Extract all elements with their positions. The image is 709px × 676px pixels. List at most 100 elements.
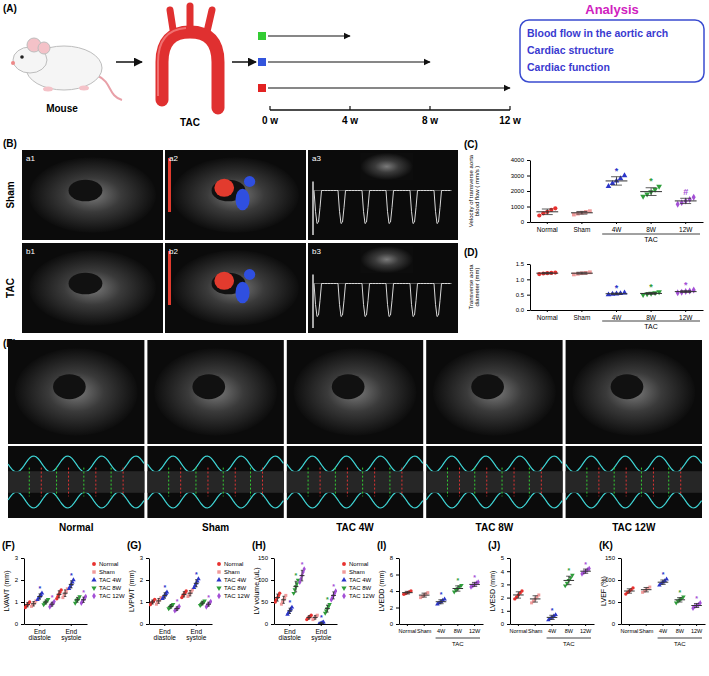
y-axis-title-line: LVESD (mm) — [489, 571, 497, 612]
timeline-label: 0 w — [262, 115, 278, 126]
x-tick-mark — [457, 624, 458, 626]
x-tick-label: 8W — [565, 628, 574, 634]
x-tick-mark — [289, 624, 290, 626]
legend-label: TAC 8W — [349, 585, 372, 591]
annotations: **** — [163, 571, 210, 606]
error-cap — [207, 606, 209, 607]
data-point — [50, 601, 53, 607]
x-tick-label-line: diastole — [279, 634, 302, 641]
image-caliper — [502, 468, 503, 497]
error-cap — [542, 272, 553, 273]
y-axis-line — [24, 559, 25, 625]
data-point — [692, 287, 696, 294]
x-axis: NormalSham4W8W12W — [531, 222, 704, 233]
y-tick: 0.0 — [516, 307, 530, 313]
legend-label: TAC 4W — [349, 577, 372, 583]
y-tick-mark — [507, 624, 510, 625]
image-colorbar — [168, 251, 171, 305]
group-bracket — [658, 638, 702, 639]
y-tick-label: 3 — [15, 555, 19, 561]
image-bg — [8, 446, 144, 518]
error-cap — [70, 580, 72, 581]
y-axis-line — [530, 161, 531, 223]
error-cap — [549, 619, 554, 620]
significance-label: * — [473, 574, 476, 581]
significance-label: * — [326, 596, 329, 603]
y-tick-mark — [271, 602, 274, 603]
y-axis-title-line: LVEF (%) — [600, 576, 608, 606]
y-tick-label: 1 — [501, 608, 505, 614]
y-tick-label: 4000 — [511, 157, 525, 163]
error-cap — [157, 598, 159, 599]
data-point — [310, 614, 313, 617]
image-lumen — [471, 374, 504, 399]
image-caliper — [486, 468, 487, 497]
image-flow — [244, 269, 255, 280]
image-bg — [165, 243, 306, 333]
error-cap — [611, 294, 622, 295]
x-tick-label: 8W — [646, 314, 657, 321]
x-tick-mark — [685, 310, 686, 312]
image-flow — [244, 176, 255, 187]
data-point — [153, 598, 156, 601]
image-caliper — [41, 468, 42, 497]
surgery-label: TAC — [180, 117, 200, 128]
legend-symbol — [217, 562, 221, 566]
chart-panel: 050100150NormalSham4W8W12W***LVEF (%)TAC — [600, 555, 706, 647]
chart-panel: 01000200030004000NormalSham4W8W12W**#Vel… — [468, 154, 704, 243]
error-cap — [542, 209, 553, 210]
y-axis-title-line: LV volume (uL) — [253, 568, 261, 615]
marks — [149, 576, 212, 613]
y-tick-mark — [146, 580, 149, 581]
data-point — [688, 196, 692, 203]
y-axis-line — [274, 559, 275, 625]
annotations: *** — [551, 561, 588, 614]
x-tick-mark — [581, 310, 582, 312]
error-cap — [320, 623, 322, 624]
y-axis-title: Velocity of transverse aortablood flow (… — [468, 154, 481, 227]
legend-label: TAC 8W — [99, 585, 122, 591]
error-cap — [627, 593, 632, 594]
x-tick: Enddiastole — [154, 624, 177, 641]
y-tick-label: 2 — [15, 577, 19, 583]
x-tick: 4W — [612, 222, 623, 233]
group-square — [258, 32, 266, 40]
error-cap — [472, 586, 477, 587]
analysis-item: Cardiac structure — [527, 44, 614, 56]
x-tick: 12W — [679, 222, 693, 233]
image-colorbar — [168, 158, 171, 212]
x-tick-mark — [651, 222, 652, 224]
timeline-label: 4 w — [342, 115, 358, 126]
y-tick-mark — [507, 598, 510, 599]
x-tick: 12W — [580, 624, 592, 634]
image-doppler — [165, 150, 306, 240]
error-bar — [308, 616, 309, 620]
x-tick-label: 4W — [612, 226, 623, 233]
x-tick: Endsystole — [311, 624, 332, 642]
significance-label: * — [301, 561, 304, 568]
image-caliper — [447, 468, 448, 497]
error-cap — [176, 610, 178, 611]
marks — [274, 566, 337, 624]
error-cap — [282, 596, 284, 597]
image-caliper — [474, 468, 475, 497]
y-tick-label: 50 — [608, 599, 615, 605]
panel-label: (J) — [488, 540, 500, 551]
annotations: **** — [38, 572, 85, 601]
data-point — [28, 600, 31, 603]
error-cap — [276, 601, 278, 602]
error-cap — [301, 580, 303, 581]
x-tick-label: 12W — [679, 226, 693, 233]
data-point — [656, 290, 662, 295]
error-bar — [45, 600, 46, 604]
mouse-label: Mouse — [46, 103, 78, 114]
image-inset — [361, 153, 414, 180]
x-tick: 4W — [659, 624, 668, 634]
significance-label: * — [615, 283, 619, 293]
error-bar — [83, 597, 84, 602]
arrow — [268, 61, 430, 62]
y-tick: 150 — [258, 555, 274, 561]
y-axis: 050100150 — [605, 555, 622, 627]
annotations: *** — [440, 574, 477, 598]
y-tick: 2 — [501, 595, 510, 601]
